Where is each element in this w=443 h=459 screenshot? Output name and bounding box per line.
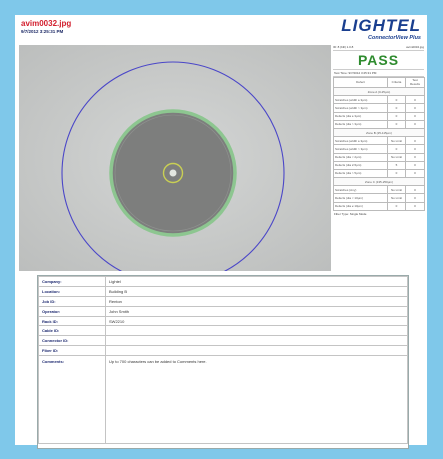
company-value: Lightel — [105, 276, 408, 287]
result-row: Scratches (width ≤ 3µm) 0 0 — [333, 95, 425, 105]
zone-c-header: Zone C (135-250µm) — [333, 177, 425, 187]
report-page: avim0032.jpg 9/7/2012 3:25:31 PM LIGHTEL… — [15, 15, 427, 449]
pass-status: PASS — [333, 51, 424, 70]
zone-b-header: Zone B (25-115µm) — [333, 127, 425, 138]
location-value: Building B — [105, 285, 408, 297]
image-filename: avim0032.jpg — [21, 19, 72, 28]
info-row-company: Company: Lightel — [38, 276, 408, 287]
result-row: Defects (dia ≤ 3µm) 0 0 — [333, 111, 425, 121]
rack-id-value: SW2210 — [105, 315, 408, 327]
job-info-table: Company: Lightel Location: Building B Job … — [37, 275, 409, 449]
brand-name: LIGHTEL — [341, 16, 421, 35]
product-name: ConnectorView Plus — [368, 35, 421, 41]
core-zone-circle — [162, 162, 184, 184]
col-defect: Defect — [333, 77, 388, 88]
endface-drawing — [19, 45, 331, 271]
zone-a-header: Zone A (0-25µm) — [333, 86, 425, 97]
result-row: Defects (dia > 5µm) 0 0 — [333, 168, 425, 179]
results-header-row: Defect Criteria Test Results — [333, 77, 425, 88]
job-id-value: Renton — [105, 295, 408, 307]
info-row-fiber-id: Fiber ID: — [38, 345, 408, 357]
zone-outer-circle — [61, 61, 285, 271]
result-row: Defects (dia < 2µm) No Limit 0 — [333, 152, 425, 162]
fiber-endface-image — [19, 45, 331, 271]
result-row: Defects (dia < 10µm) No Limit 0 — [333, 193, 425, 203]
test-time: Test Time: 9/7/2012 3:25:31 PM — [333, 70, 424, 77]
result-row: Defects (dia ≥ 10µm) 0 0 — [333, 201, 425, 211]
col-test-results: Test Results — [405, 77, 425, 88]
brand-logo: LIGHTEL ConnectorView Plus — [341, 16, 421, 42]
info-row-connector-id: Connector ID: — [38, 335, 408, 347]
info-row-comments: Comments: Up to 700 characters can be add… — [38, 355, 408, 445]
results-top-line: ID: 8 (bill) 1.0.8 avim0032.jpg — [333, 45, 424, 51]
cladding-inner-ring — [114, 114, 232, 232]
info-row-job-id: Job ID: Renton — [38, 295, 408, 307]
results-panel: ID: 8 (bill) 1.0.8 avim0032.jpg PASS Tes… — [333, 45, 425, 271]
result-row: Scratches (Any) No Limit 0 — [333, 185, 425, 195]
report-header: avim0032.jpg 9/7/2012 3:25:31 PM LIGHTEL… — [15, 15, 427, 45]
operator-value: John Smith — [105, 305, 408, 317]
connector-id-value — [105, 335, 408, 347]
info-row-operator: Operator: John Smith — [38, 305, 408, 317]
cable-id-value — [105, 325, 408, 337]
fiber-id-value — [105, 345, 408, 357]
comments-value: Up to 700 characters can be added to Com… — [105, 355, 408, 445]
results-table: Defect Criteria Test Results Zone A (0-2… — [333, 77, 425, 211]
results-filename: avim0032.jpg — [406, 45, 424, 49]
result-row: Scratches (width ≤ 3µm) No Limit 0 — [333, 136, 425, 146]
fiber-type: Fiber Type: Single Mode — [334, 211, 367, 216]
result-row: Scratches (width > 3µm) 0 0 — [333, 103, 425, 113]
result-row: Defects (dia > 3µm) 0 0 — [333, 119, 425, 129]
info-row-cable-id: Cable ID: — [38, 325, 408, 337]
results-id: ID: 8 (bill) 1.0.8 — [333, 45, 354, 49]
info-row-location: Location: Building B — [38, 285, 408, 297]
col-criteria: Criteria — [387, 77, 406, 88]
result-row: Defects (dia 2-5µm) 5 0 — [333, 160, 425, 170]
fiber-core — [169, 169, 177, 177]
info-row-rack-id: Rack ID: SW2210 — [38, 315, 408, 327]
result-row: Scratches (width > 3µm) 0 0 — [333, 144, 425, 154]
image-datetime: 9/7/2012 3:25:31 PM — [21, 29, 64, 34]
